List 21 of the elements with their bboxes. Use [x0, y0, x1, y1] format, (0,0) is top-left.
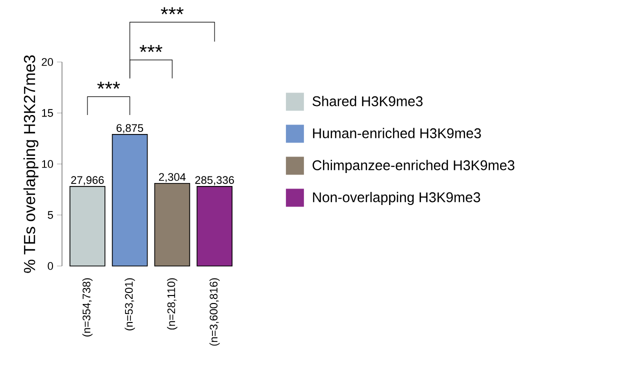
- x-tick-label: (n=28,110): [167, 278, 178, 330]
- y-tick-label: 0: [48, 262, 54, 270]
- y-axis-title: % TEs overlapping H3K27me3: [23, 55, 38, 273]
- y-tick-label: 5: [48, 211, 53, 219]
- y-tick-label: 15: [42, 109, 53, 117]
- y-tick-label: 10: [42, 160, 54, 168]
- x-tick-label: (n=354,738): [82, 278, 93, 336]
- legend-label: Non-overlapping H3K9me3: [313, 192, 480, 205]
- annotation: 6,875: [116, 124, 144, 134]
- x-tick-label: (n=3,600,816): [209, 278, 220, 346]
- legend-label: Human-enriched H3K9me3: [313, 128, 481, 138]
- text: ***: [160, 7, 184, 14]
- text: ***: [140, 45, 162, 52]
- y-tick-label: 20: [42, 58, 54, 66]
- annotation: 27,966: [71, 176, 104, 186]
- legend-label: Shared H3K9me3: [312, 96, 423, 106]
- legend-label: Chimpanzee-enriched H3K9me3: [312, 160, 514, 173]
- annotation: 2,304: [158, 173, 186, 182]
- x-tick-label: (n=53,201): [124, 278, 135, 330]
- annotation: ***: [97, 82, 120, 89]
- annotation: 285,336: [195, 176, 234, 186]
